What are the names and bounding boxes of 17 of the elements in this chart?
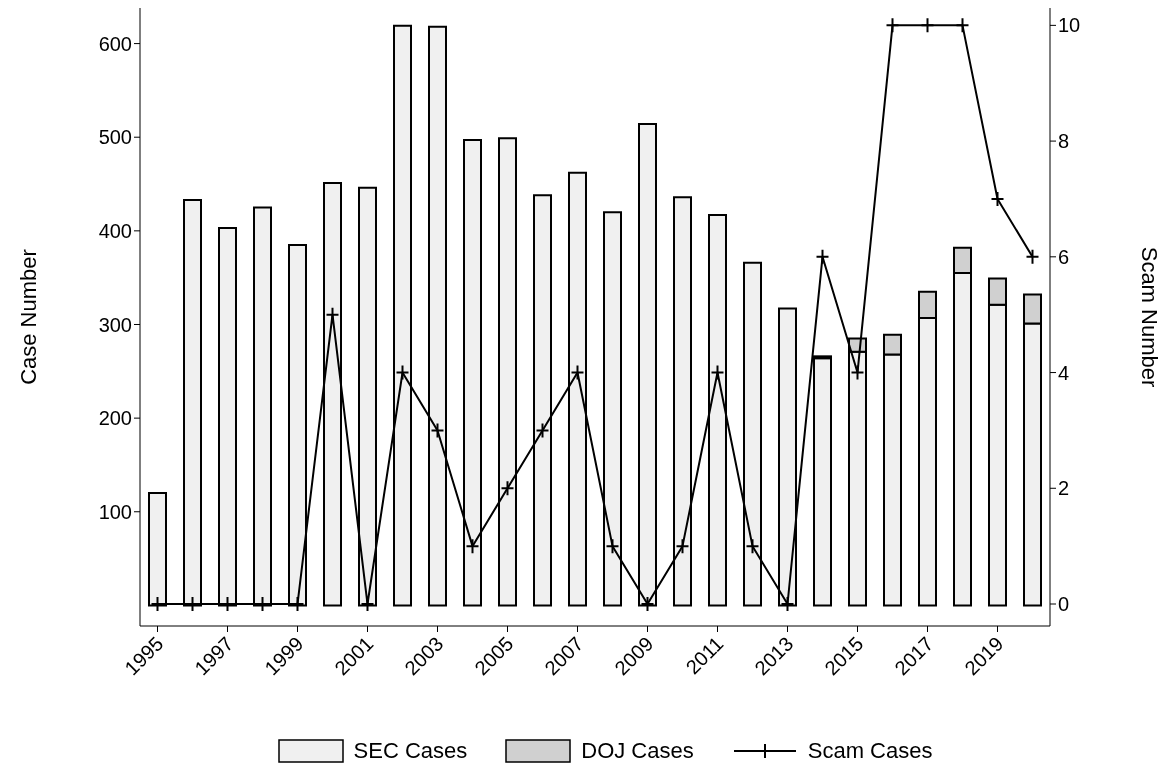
y2-tick-label: 0 <box>1058 593 1070 616</box>
y-tick-label: 300 <box>98 313 132 336</box>
y-tick-label: 400 <box>98 219 132 242</box>
y-axis-title: Case Number <box>15 249 41 385</box>
legend-label: SEC Cases <box>353 738 468 763</box>
y-tick-label: 200 <box>98 407 132 430</box>
legend-label: Scam Cases <box>807 738 933 763</box>
y-tick-label: 600 <box>98 32 132 55</box>
y2-tick-label: 8 <box>1058 130 1070 153</box>
y-tick-label: 500 <box>98 126 132 149</box>
y2-axis-title: Scam Number <box>1137 246 1163 388</box>
y-tick-label: 100 <box>98 500 132 523</box>
y2-tick-label: 10 <box>1058 14 1081 37</box>
y2-tick-label: 4 <box>1058 361 1070 384</box>
legend-label: DOJ Cases <box>581 738 694 763</box>
y2-tick-label: 2 <box>1058 477 1070 500</box>
y2-tick-label: 6 <box>1058 245 1070 268</box>
